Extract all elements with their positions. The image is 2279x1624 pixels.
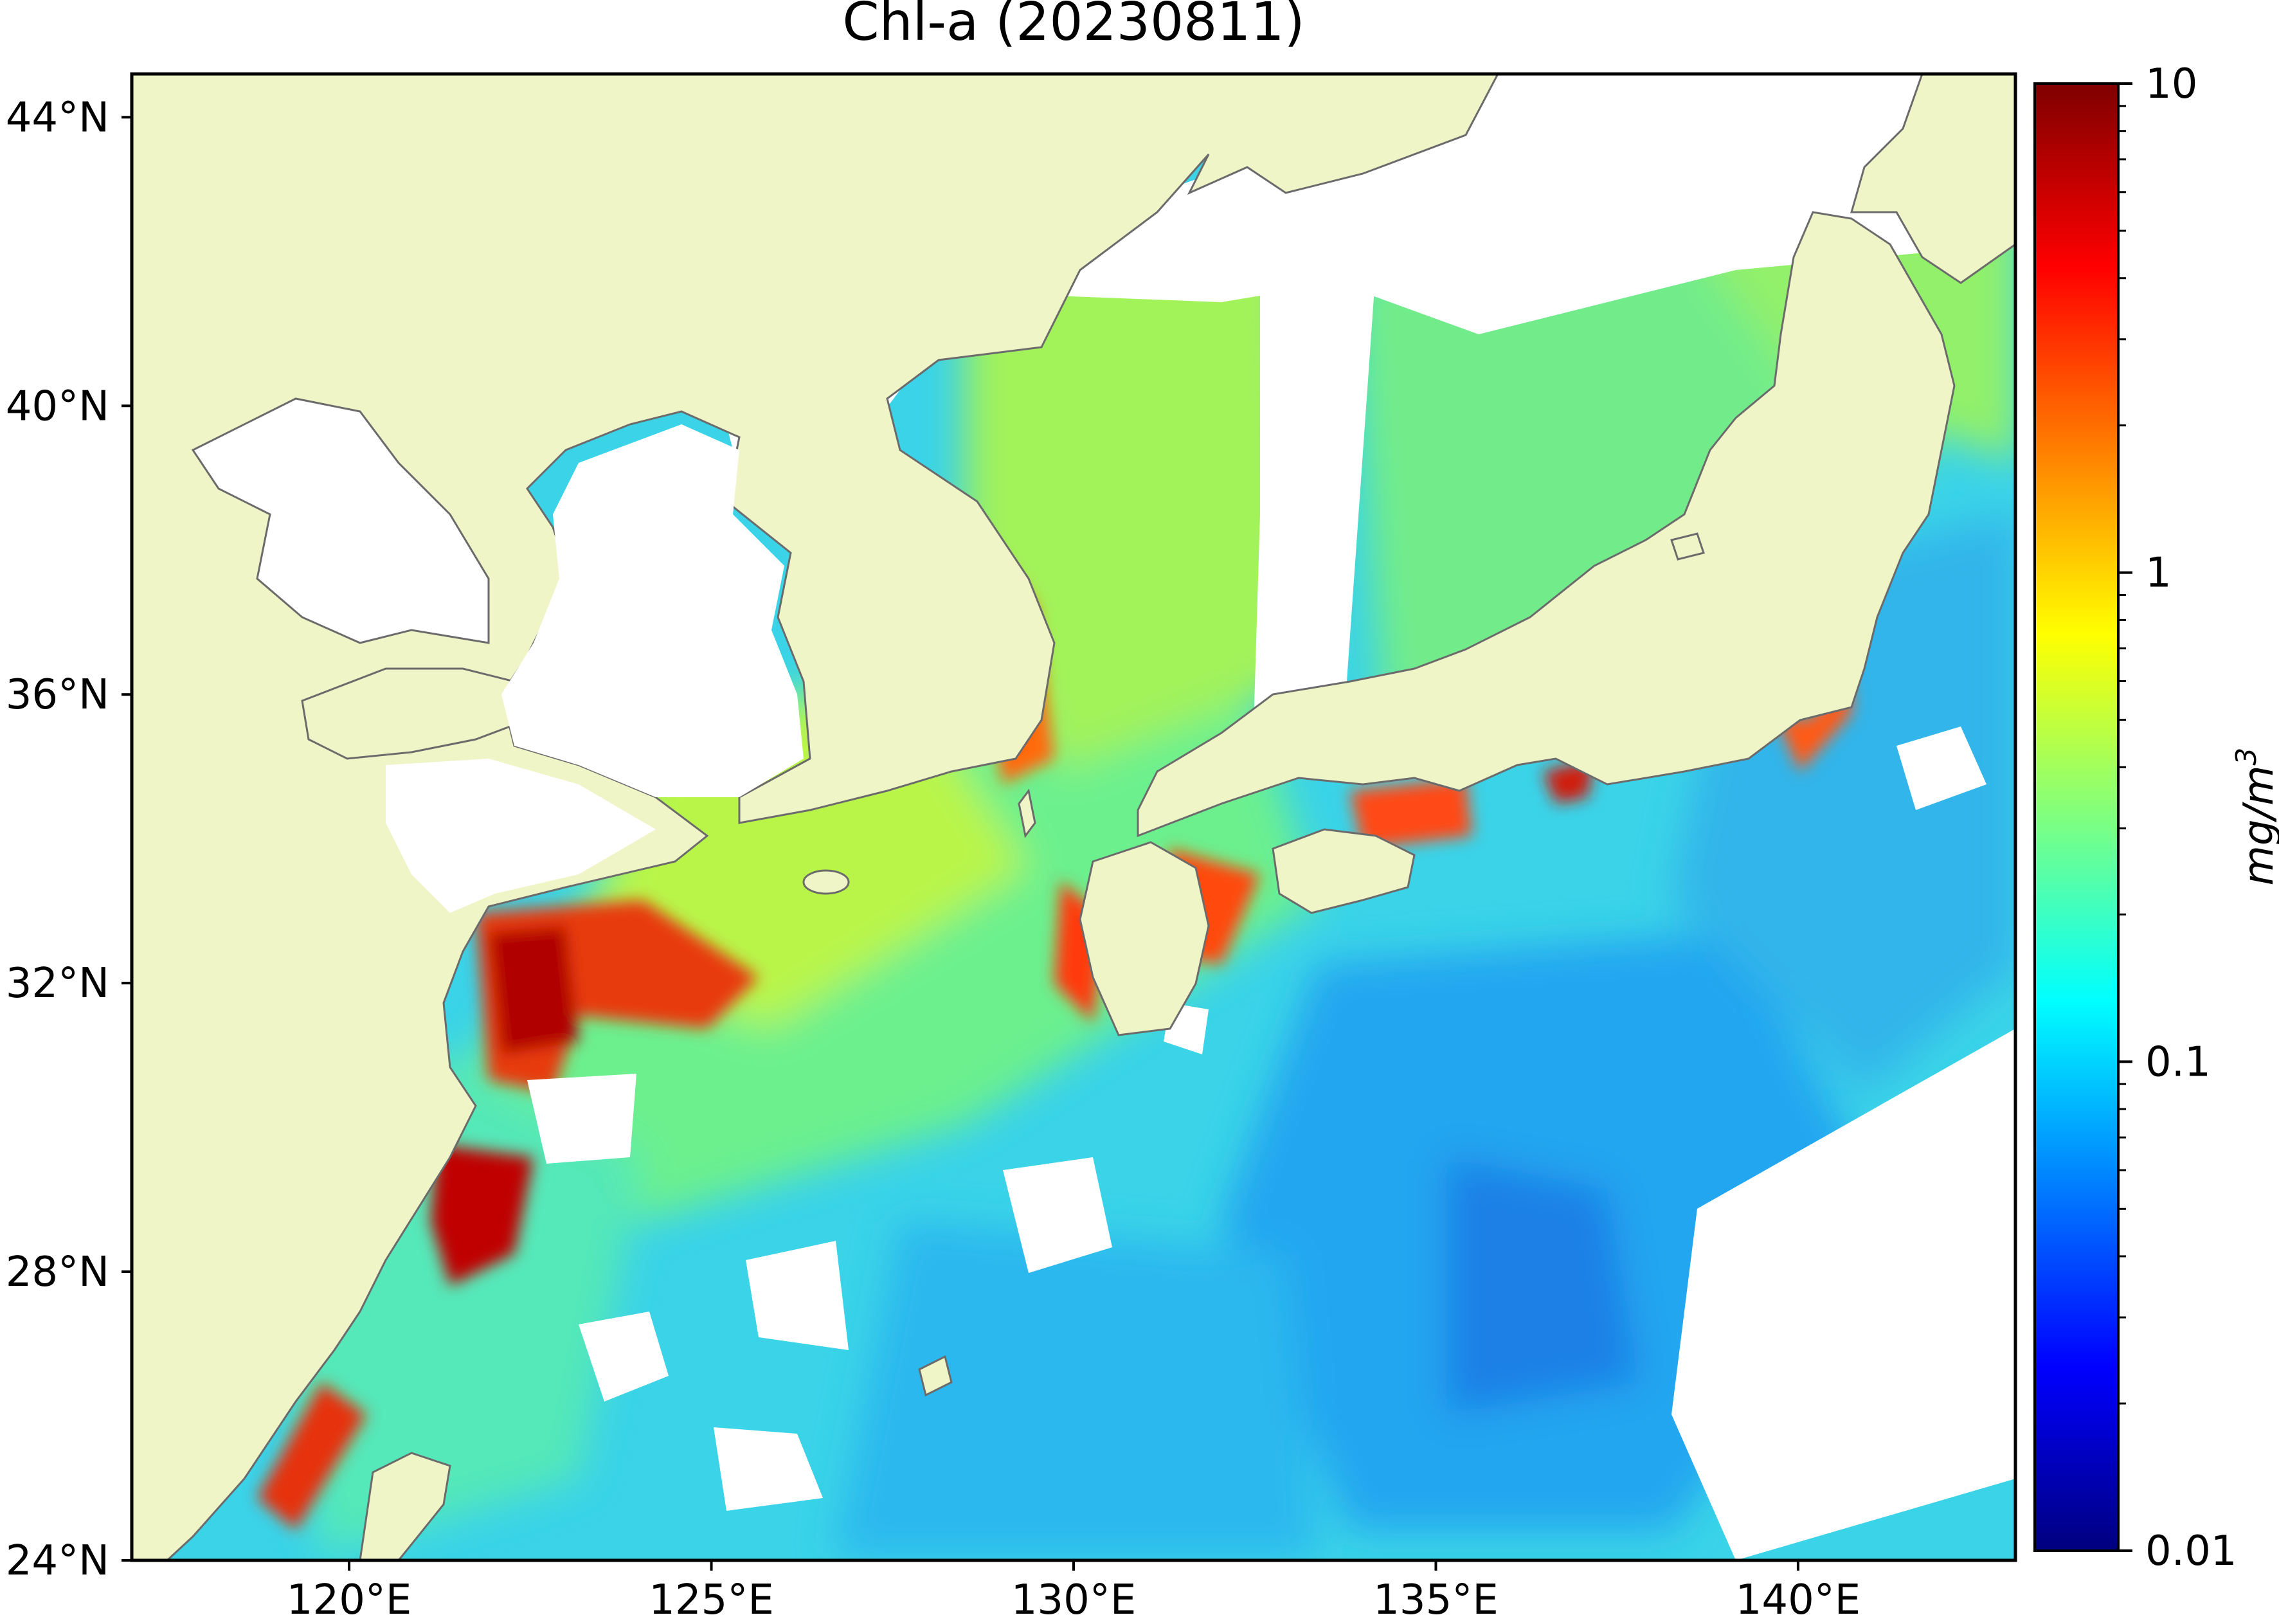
colorbar-tick-label: 0.1: [2145, 1038, 2211, 1086]
hokkaido-land: [1850, 74, 2015, 284]
longitude-axis: 120°E 125°E 130°E 135°E 140°E: [287, 1560, 1861, 1624]
yellow-sea-nodata-south: [386, 759, 656, 913]
colorbar-label-exponent: 3: [2230, 748, 2263, 766]
colorbar: 10 1 0.1 0.01 mg/m3: [2033, 60, 2279, 1575]
colorbar-ticks: 10 1 0.1 0.01: [2118, 60, 2237, 1575]
asia-continent-land: [132, 74, 1499, 1560]
no-data-areas: [527, 74, 2015, 1560]
colorbar-tick-label: 10: [2145, 60, 2197, 108]
land: [132, 74, 2015, 1560]
lat-tick-label: 28°N: [6, 1249, 109, 1296]
lat-tick-label: 44°N: [6, 94, 109, 141]
sado-island: [1670, 532, 1705, 561]
figure-title: Chl-a (20230811): [842, 0, 1304, 53]
lat-tick-label: 32°N: [6, 960, 109, 1007]
colorbar-tick-label: 0.01: [2145, 1528, 2237, 1575]
shikoku-land: [1272, 828, 1416, 914]
colorbar-label-base: mg/m: [2235, 766, 2279, 886]
lon-tick-label: 125°E: [649, 1576, 774, 1621]
shandong-peninsula: [301, 667, 528, 760]
colorbar-gradient: [2035, 84, 2118, 1551]
lon-tick-label: 140°E: [1736, 1576, 1861, 1621]
yellow-sea-nodata: [501, 424, 804, 797]
lat-tick-label: 36°N: [6, 671, 109, 719]
colorbar-frame: [2033, 82, 2120, 1552]
jeju-island: [802, 869, 850, 895]
okinawa-island: [918, 1355, 953, 1397]
high-chl-patches: [257, 328, 1851, 1530]
kyushu-land: [1079, 841, 1210, 1036]
colorbar-tick-label: 1: [2145, 550, 2172, 597]
honshu-land: [1137, 211, 1956, 838]
lon-tick-label: 130°E: [1011, 1576, 1137, 1621]
colorbar-label: mg/m3: [2230, 748, 2279, 886]
map-area: [132, 74, 2015, 1560]
lon-tick-label: 135°E: [1373, 1576, 1499, 1621]
lat-tick-label: 24°N: [6, 1537, 109, 1585]
lon-tick-label: 120°E: [287, 1576, 412, 1621]
taiwan-land: [359, 1452, 451, 1560]
tsushima-island: [1018, 788, 1036, 838]
latitude-axis: 24°N 28°N 32°N 36°N 40°N 44°N: [6, 94, 132, 1585]
bohai-gulf-nodata: [191, 397, 490, 644]
lat-tick-label: 40°N: [6, 383, 109, 430]
